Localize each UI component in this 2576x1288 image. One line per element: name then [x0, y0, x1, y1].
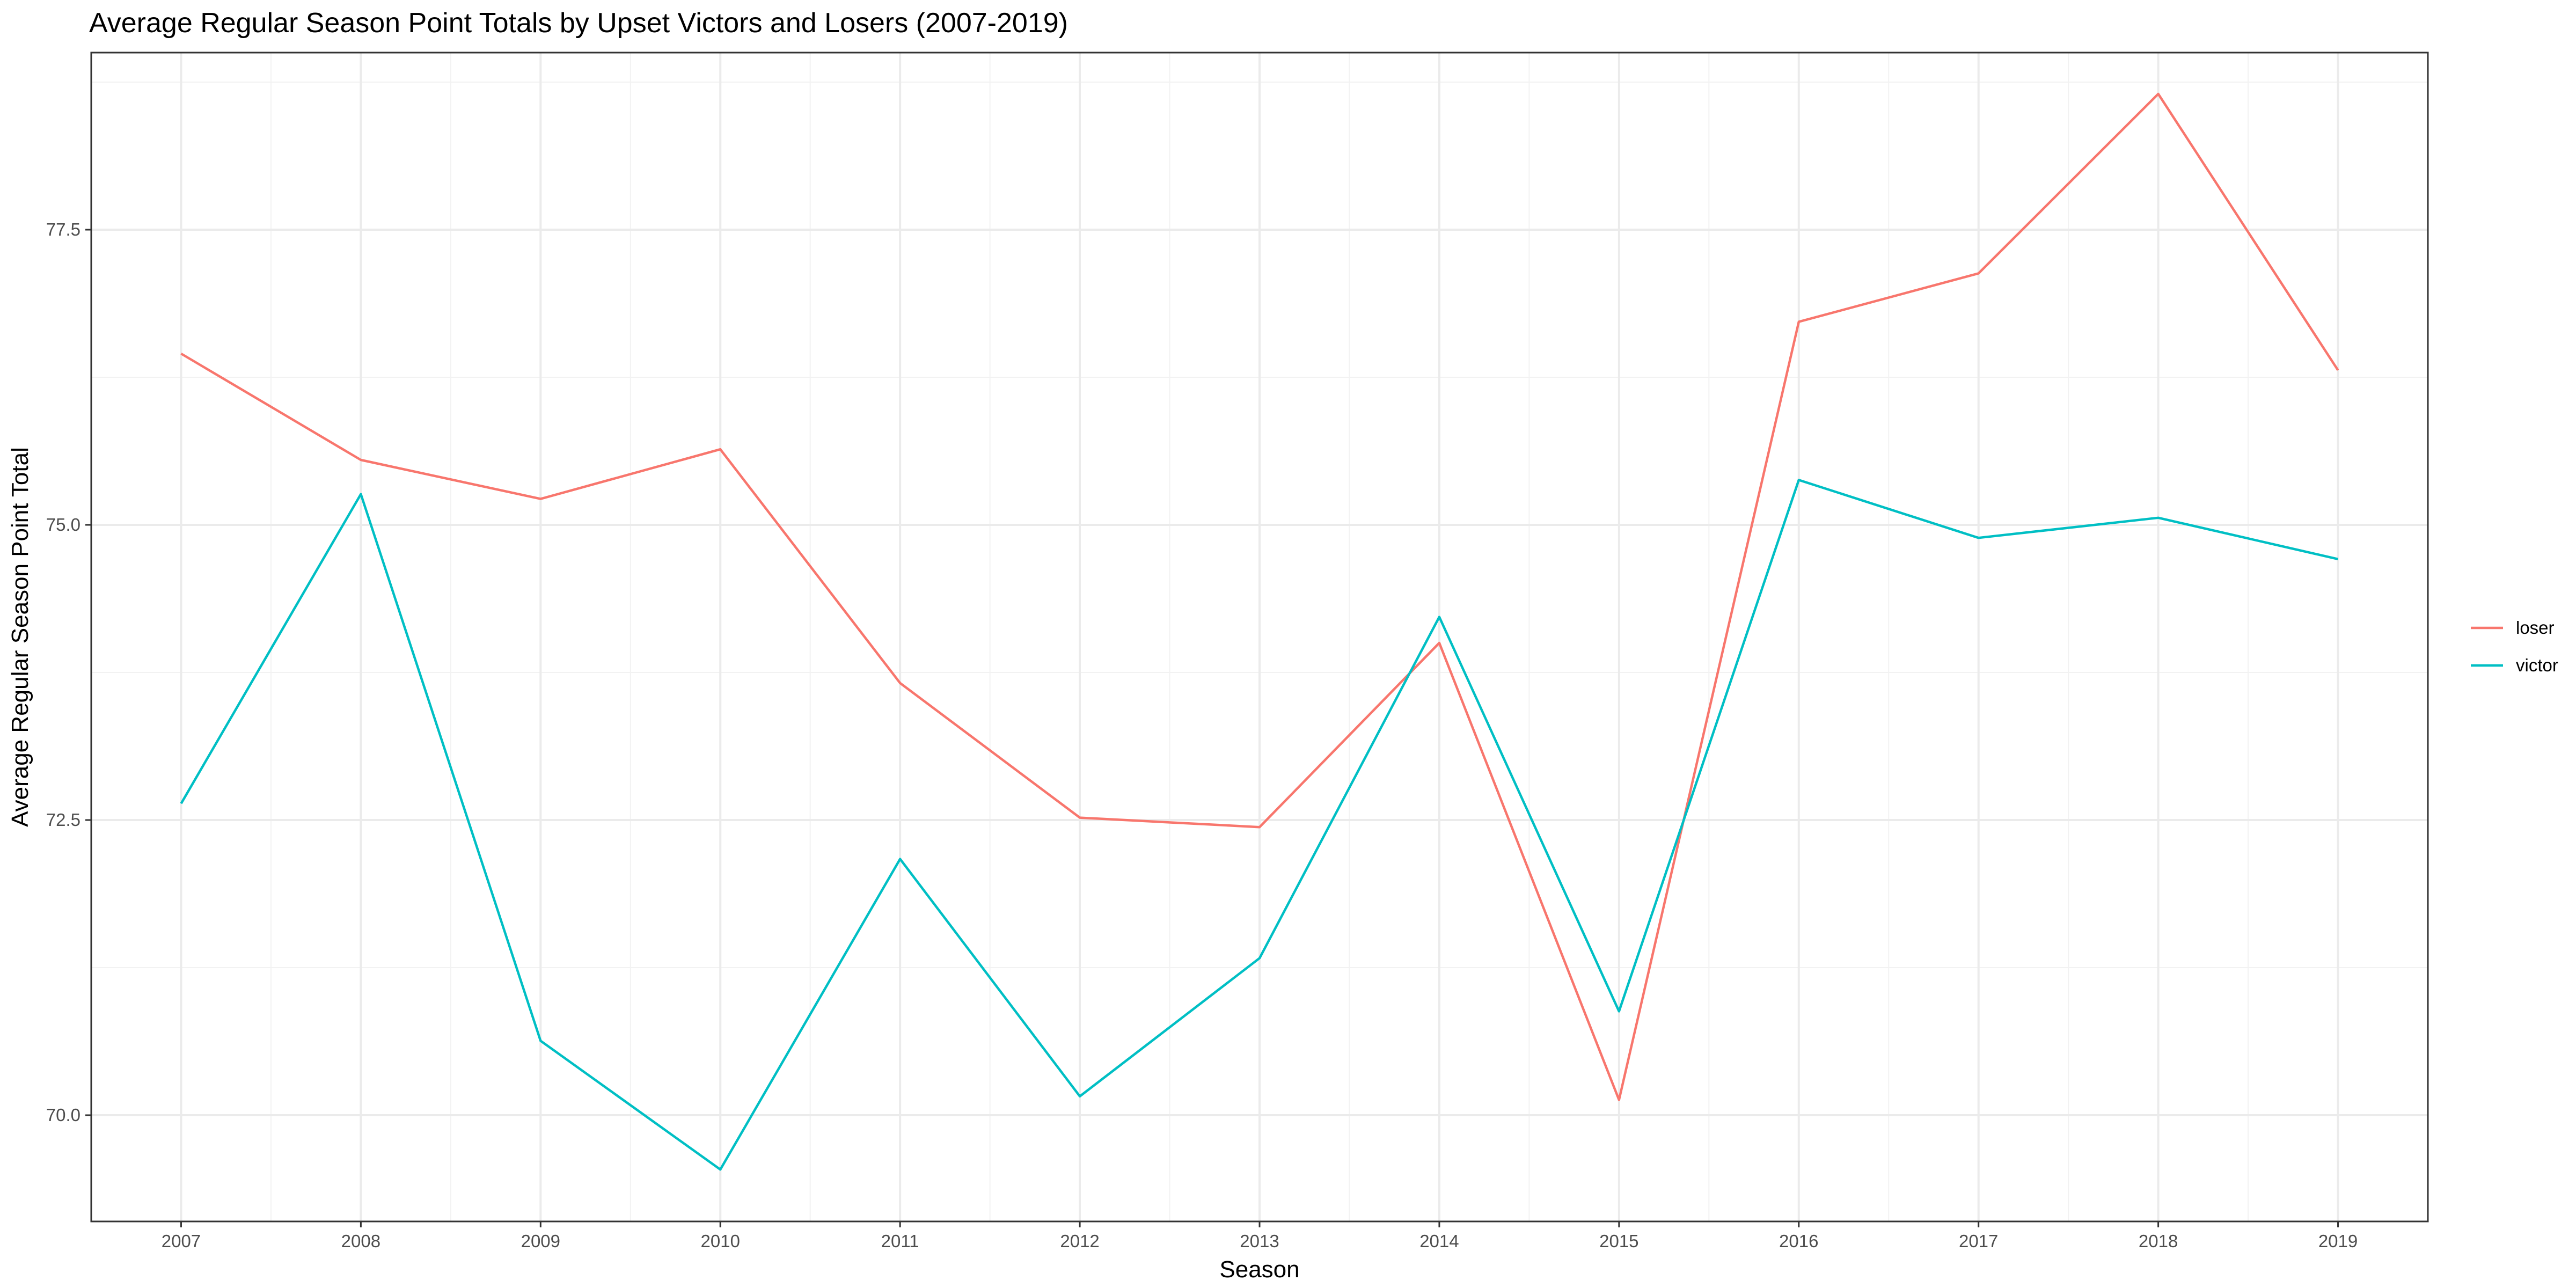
chart-title: Average Regular Season Point Totals by U…: [89, 8, 1068, 39]
y-tick-label: 75.0: [46, 515, 80, 535]
series-line-victor: [180, 479, 2339, 1171]
x-tick-label: 2014: [1419, 1231, 1459, 1251]
x-tick-label: 2019: [2318, 1231, 2358, 1251]
x-tick-label: 2015: [1599, 1231, 1638, 1251]
y-tick-label: 70.0: [46, 1105, 80, 1125]
x-tick-label: 2016: [1779, 1231, 1818, 1251]
series-lines: [180, 92, 2339, 1171]
y-axis-title: Average Regular Season Point Total: [7, 447, 33, 827]
minor-grid: [91, 53, 2428, 1221]
legend: loser victor: [2471, 618, 2558, 675]
y-tick-label: 77.5: [46, 219, 80, 239]
x-tick-label: 2018: [2139, 1231, 2178, 1251]
y-axis: 70.0 72.5 75.0 77.5: [46, 219, 91, 1125]
legend-label-loser: loser: [2516, 618, 2555, 638]
series-line-loser: [180, 92, 2339, 1101]
x-tick-label: 2008: [341, 1231, 380, 1251]
x-tick-label: 2012: [1060, 1231, 1099, 1251]
x-tick-label: 2013: [1240, 1231, 1279, 1251]
y-tick-label: 72.5: [46, 810, 80, 830]
x-tick-label: 2017: [1959, 1231, 1998, 1251]
major-grid: [91, 53, 2428, 1221]
x-tick-label: 2009: [521, 1231, 560, 1251]
x-axis-title: Season: [1219, 1256, 1299, 1283]
x-tick-label: 2010: [701, 1231, 740, 1251]
legend-label-victor: victor: [2516, 655, 2558, 675]
x-tick-label: 2007: [162, 1231, 201, 1251]
x-tick-label: 2011: [881, 1231, 919, 1251]
x-axis: 2007 2008 2009 2010 2011 2012 2013 2014 2015 2016…: [162, 1221, 2358, 1251]
